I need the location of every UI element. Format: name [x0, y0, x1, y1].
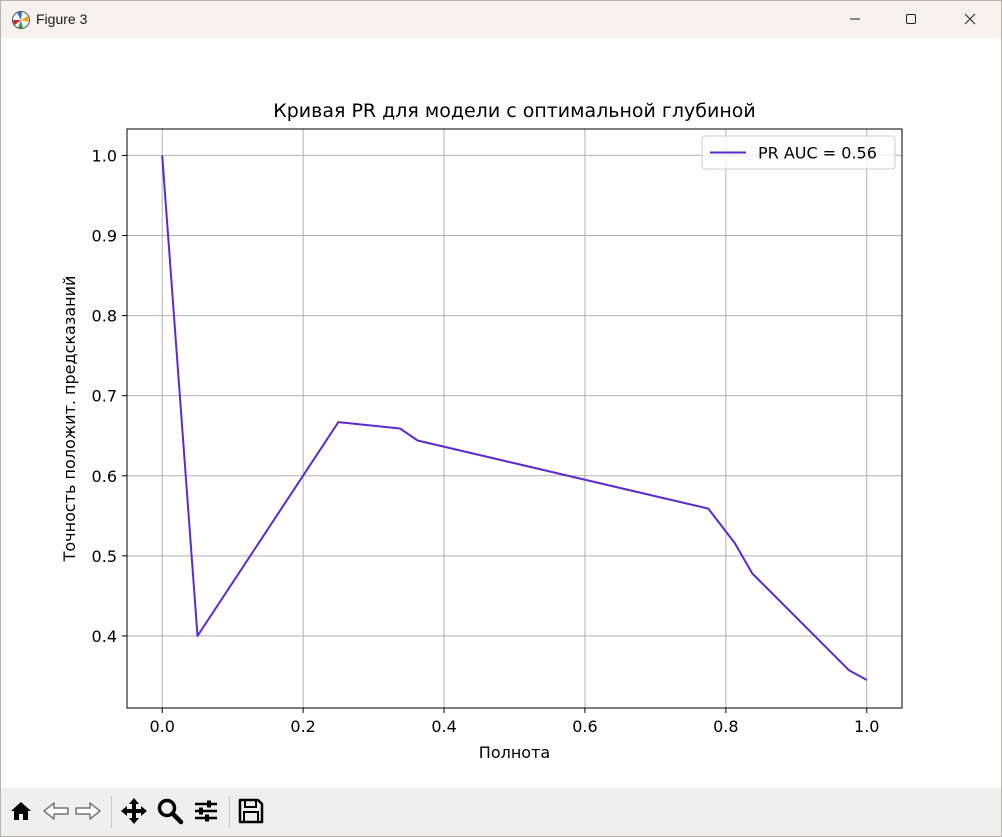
window-title: Figure 3 [36, 11, 88, 27]
configure-subplots-icon [192, 797, 220, 829]
series-layer [161, 155, 868, 681]
y-tick-label: 0.9 [92, 227, 117, 246]
grid [127, 129, 902, 708]
pr-curve-chart: 0.0 0.2 0.4 0.6 0.8 1.00.40.50.60.70.80.91.0 … [60, 100, 903, 762]
y-tick-label: 0.7 [92, 387, 117, 406]
maximize-button[interactable] [888, 1, 934, 38]
y-tick-label: 1.0 [92, 146, 117, 165]
forward-arrow-icon [74, 798, 102, 828]
y-tick-label: 0.8 [92, 307, 117, 326]
legend-label: PR AUC = 0.56 [758, 144, 877, 163]
x-tick-label: 0.2 [290, 717, 315, 736]
x-tick-label: 0.4 [431, 717, 456, 736]
figure-canvas[interactable]: 0.0 0.2 0.4 0.6 0.8 1.0 0.4 0.5 0.6 0.7 0.8 0.9 1.0 … [1, 38, 1001, 788]
y-axis-label: Точность положит. предсказаний [60, 276, 79, 563]
pr-curve-line [161, 155, 868, 681]
title-bar[interactable]: Figure 3 [1, 1, 1001, 38]
back-arrow-icon [42, 798, 70, 828]
y-tick-label: 0.6 [92, 467, 117, 486]
legend: PR AUC = 0.56 [701, 135, 896, 170]
back-button[interactable] [41, 798, 71, 828]
chart-title: Кривая PR для модели с оптимальной глуби… [273, 100, 756, 122]
x-axis-label: Полнота [479, 743, 550, 762]
maximize-icon [905, 10, 917, 29]
home-button[interactable] [6, 798, 36, 828]
close-button[interactable] [947, 1, 993, 38]
x-tick-label: 0.6 [572, 717, 597, 736]
matplotlib-icon [11, 10, 31, 30]
close-icon [964, 10, 976, 29]
axes-frame [126, 128, 903, 709]
save-button[interactable] [236, 798, 266, 828]
legend-box [701, 135, 896, 170]
home-icon [8, 798, 34, 828]
x-tick-label: 1.0 [854, 717, 879, 736]
save-floppy-icon [237, 797, 265, 829]
minimize-icon [849, 10, 861, 29]
ticks: 0.0 0.2 0.4 0.6 0.8 1.0 0.4 0.5 0.6 0.7 0.8 0.9 1.0 [92, 146, 880, 736]
zoom-magnifier-icon [156, 797, 184, 829]
forward-button[interactable] [73, 798, 103, 828]
configure-subplots-button[interactable] [191, 798, 221, 828]
pan-button[interactable] [119, 798, 149, 828]
navigation-toolbar [1, 788, 1001, 836]
toolbar-separator [229, 796, 230, 828]
toolbar-separator [111, 796, 112, 828]
minimize-button[interactable] [832, 1, 878, 38]
x-tick-label: 0.0 [150, 717, 175, 736]
x-tick-label: 0.8 [713, 717, 738, 736]
pan-move-icon [120, 797, 148, 829]
y-tick-label: 0.5 [92, 547, 117, 566]
y-tick-label: 0.4 [92, 627, 117, 646]
zoom-button[interactable] [155, 798, 185, 828]
